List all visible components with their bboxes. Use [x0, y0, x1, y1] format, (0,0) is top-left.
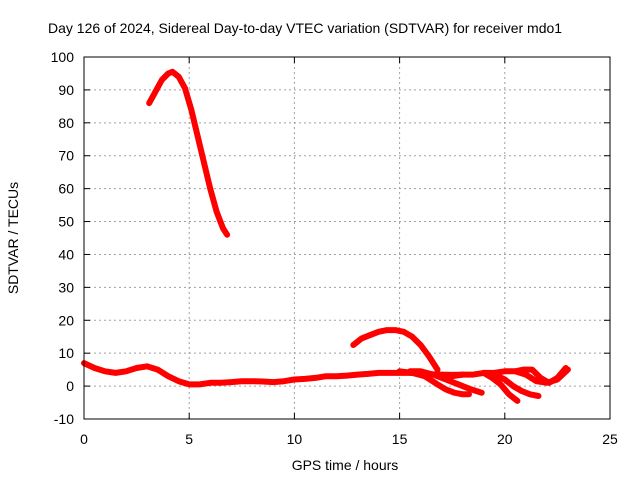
- x-tick-label: 15: [392, 431, 408, 447]
- x-axis-label: GPS time / hours: [292, 457, 399, 473]
- x-tick-label: 5: [185, 431, 193, 447]
- axes: -10 0 10 20 30 40 50 60 70 80 90 100 0 5 10 15 20 25: [51, 49, 618, 447]
- y-tick-label: 20: [58, 312, 74, 328]
- y-tick-label: 50: [58, 214, 74, 230]
- grid: [84, 57, 610, 419]
- y-tick-label: 90: [58, 82, 74, 98]
- plot-frame: [83, 56, 611, 420]
- x-tick-label: 20: [497, 431, 513, 447]
- y-tick-label: 70: [58, 148, 74, 164]
- series-track-b: [407, 368, 485, 396]
- x-tick-label: 0: [80, 431, 88, 447]
- y-tick-label: 10: [58, 345, 74, 361]
- series-track-mid: [350, 327, 441, 373]
- y-tick-label: 100: [51, 49, 75, 65]
- x-tick-label: 25: [602, 431, 618, 447]
- y-tick-label: 40: [58, 246, 74, 262]
- series-track-high: [146, 68, 231, 238]
- y-tick-label: 60: [58, 181, 74, 197]
- y-tick-label: -10: [54, 411, 74, 427]
- y-axis-label: SDTVAR / TECUs: [5, 182, 21, 294]
- series-track-e: [480, 369, 521, 404]
- y-tick-label: 0: [66, 378, 74, 394]
- x-tick-label: 10: [287, 431, 303, 447]
- chart-title: Day 126 of 2024, Sidereal Day-to-day VTE…: [48, 20, 562, 36]
- series-track-d: [480, 369, 542, 399]
- y-tick-label: 80: [58, 115, 74, 131]
- y-tick-label: 30: [58, 279, 74, 295]
- series-track-f: [512, 365, 569, 386]
- series-layer: [81, 68, 571, 404]
